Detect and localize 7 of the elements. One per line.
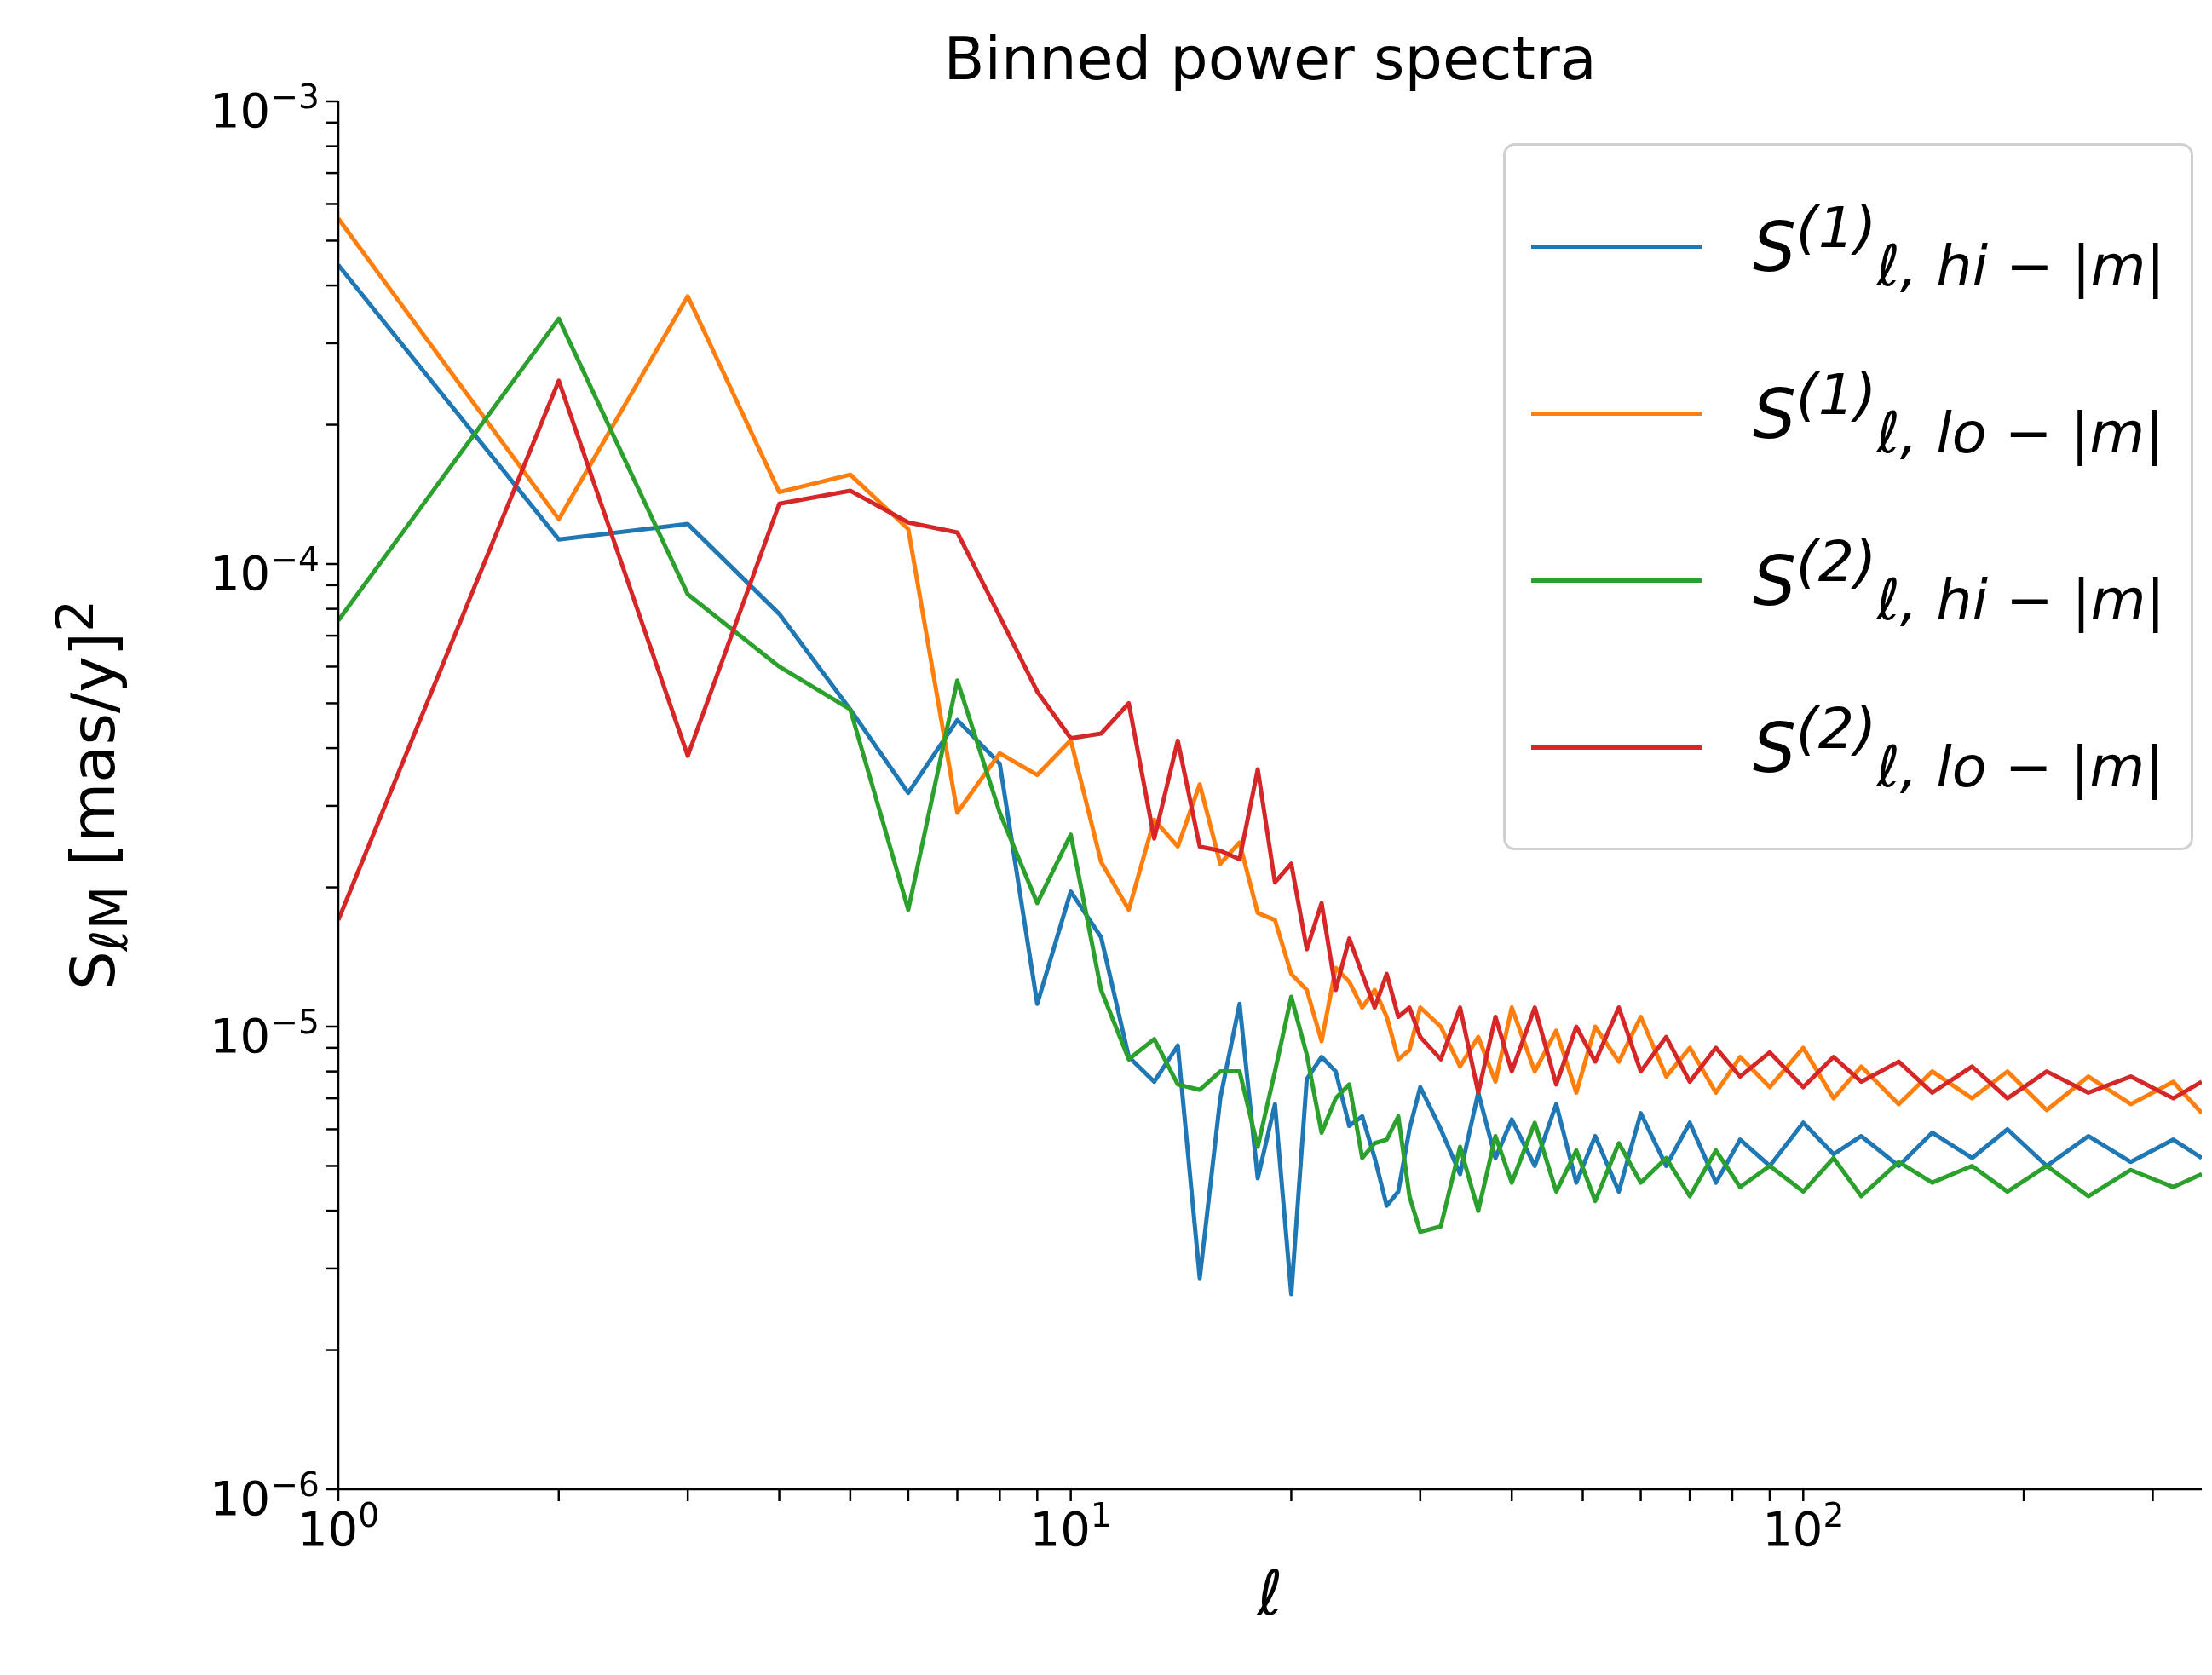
chart-title: Binned power spectra <box>942 24 1598 94</box>
x-axis-title: ℓ <box>1256 1557 1284 1629</box>
y-tick-label: 10$^{−5}$ <box>209 1002 320 1063</box>
y-tick-label: 10$^{−3}$ <box>209 77 320 138</box>
x-tick-label: 10$^{1}$ <box>1029 1495 1112 1557</box>
x-tick-label: 10$^{2}$ <box>1762 1495 1845 1557</box>
y-tick-label: 10$^{−4}$ <box>209 539 320 601</box>
